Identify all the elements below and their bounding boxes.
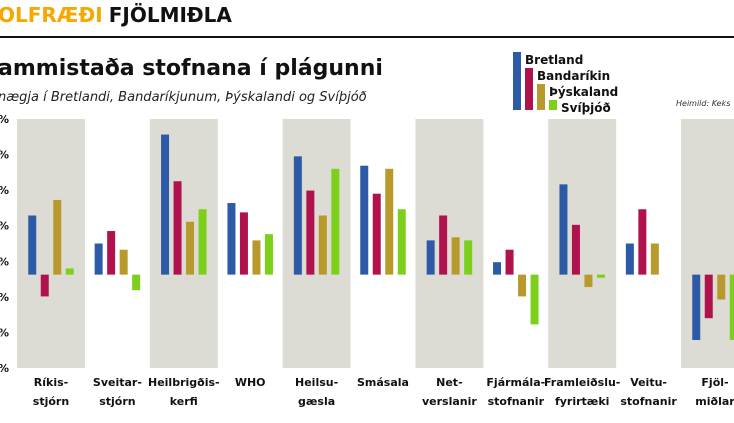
- bar-6-series-4: [397, 209, 406, 275]
- bar-5-series-3: [318, 215, 327, 275]
- bar-10-series-3: [650, 243, 659, 275]
- shaded-column: [282, 119, 351, 368]
- bar-10-series-2: [638, 209, 647, 275]
- legend-label: Þýskaland: [549, 85, 618, 99]
- y-tick-label: %: [0, 113, 9, 126]
- bar-3-series-4: [198, 209, 207, 275]
- bar-9-series-4: [596, 274, 605, 278]
- chart-subtitle: nægja í Bretlandi, Bandaríkjunum, Þýskal…: [0, 90, 367, 105]
- bar-7-series-1: [426, 240, 435, 275]
- category-label: WHO: [235, 376, 266, 389]
- bar-7-series-4: [464, 240, 473, 275]
- bar-8-series-2: [505, 249, 514, 275]
- bar-11-series-4: [729, 274, 734, 340]
- bar-11-series-3: [717, 274, 726, 300]
- shaded-column: [415, 119, 484, 368]
- legend: Bretland Bandaríkin Þýskaland Svíþjóð: [513, 52, 618, 115]
- bar-1-series-3: [53, 199, 62, 275]
- bar-4-series-3: [252, 240, 261, 275]
- bar-6-series-3: [385, 168, 394, 275]
- bar-2-series-1: [94, 243, 103, 275]
- legend-label: Bretland: [525, 53, 583, 67]
- bar-8-series-3: [518, 274, 527, 297]
- shaded-column: [681, 119, 734, 368]
- bar-11-series-1: [692, 274, 701, 340]
- bar-9-series-2: [571, 224, 580, 275]
- category-label: Heilbrigðis-kerfi: [148, 376, 220, 408]
- legend-swatch: [537, 84, 545, 110]
- category-label: Heilsu-gæsla: [295, 376, 338, 408]
- category-label: Smásala: [357, 376, 409, 389]
- y-tick-label: %: [0, 362, 9, 375]
- legend-label: Svíþjóð: [561, 101, 611, 115]
- banner-part2: FJÖLMIÐLA: [109, 3, 233, 27]
- category-label: Sveitar-stjórn: [93, 376, 142, 408]
- bar-2-series-2: [107, 231, 116, 275]
- bar-10-series-1: [625, 243, 634, 275]
- y-tick-label: %: [0, 149, 9, 162]
- y-tick-label: %: [0, 326, 9, 339]
- shaded-column: [149, 119, 218, 368]
- bar-5-series-4: [331, 168, 340, 275]
- legend-swatch: [525, 68, 533, 110]
- shaded-column: [17, 119, 85, 368]
- category-label: Fjöl-miðlar: [695, 376, 734, 408]
- bar-9-series-1: [559, 184, 568, 275]
- chart-source: Heimild: Keks: [676, 99, 730, 108]
- bar-2-series-4: [132, 274, 141, 291]
- banner-title: OLFRÆÐI FJÖLMIÐLA: [0, 3, 232, 27]
- bar-9-series-3: [584, 274, 593, 288]
- bar-4-series-1: [227, 203, 236, 275]
- y-tick-label: %: [0, 291, 9, 304]
- legend-swatch: [549, 100, 557, 110]
- bar-6-series-2: [372, 193, 381, 275]
- category-label: Veitu-stofnanir: [620, 376, 677, 408]
- bar-2-series-3: [119, 249, 128, 275]
- banner-part1: OLFRÆÐI: [0, 3, 103, 27]
- bars: [28, 134, 734, 340]
- bar-5-series-2: [306, 190, 315, 275]
- legend-swatch: [513, 52, 521, 110]
- bar-3-series-2: [173, 181, 182, 275]
- category-label: Framleiðslu-fyrirtæki: [544, 376, 620, 408]
- bar-7-series-3: [451, 237, 460, 275]
- bar-4-series-2: [239, 212, 248, 275]
- bar-7-series-2: [439, 215, 448, 275]
- bar-8-series-4: [530, 274, 539, 325]
- category-label: Net-verslanir: [422, 376, 477, 408]
- bar-6-series-1: [360, 165, 369, 275]
- y-tick-label: %: [0, 220, 9, 233]
- bar-1-series-2: [40, 274, 49, 297]
- chart-title: ammistaða stofnana í plágunni: [0, 56, 383, 81]
- bar-3-series-3: [186, 221, 195, 275]
- category-label: Ríkis-stjórn: [33, 376, 69, 408]
- bar-4-series-4: [264, 234, 273, 275]
- bar-11-series-2: [704, 274, 713, 319]
- bar-3-series-1: [161, 134, 170, 275]
- y-tick-label: %: [0, 184, 9, 197]
- category-label: Fjármála-stofnanir: [486, 376, 545, 408]
- bar-1-series-4: [65, 268, 74, 275]
- bar-1-series-1: [28, 215, 37, 275]
- y-tick-label: %: [0, 255, 9, 268]
- category-labels: Ríkis-stjórn Sveitar-stjórnHeilbrigðis-ke…: [33, 376, 734, 408]
- bar-5-series-1: [293, 156, 302, 275]
- legend-label: Bandaríkin: [537, 69, 610, 83]
- bar-8-series-1: [493, 262, 502, 275]
- y-axis-ticks: %%%%%%%%: [0, 113, 9, 375]
- shaded-column: [548, 119, 617, 368]
